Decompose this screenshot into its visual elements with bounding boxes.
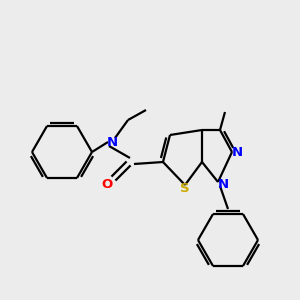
Text: N: N (218, 178, 229, 190)
Text: N: N (106, 136, 118, 148)
Text: O: O (101, 178, 112, 190)
Text: S: S (180, 182, 190, 196)
Text: N: N (231, 146, 243, 158)
